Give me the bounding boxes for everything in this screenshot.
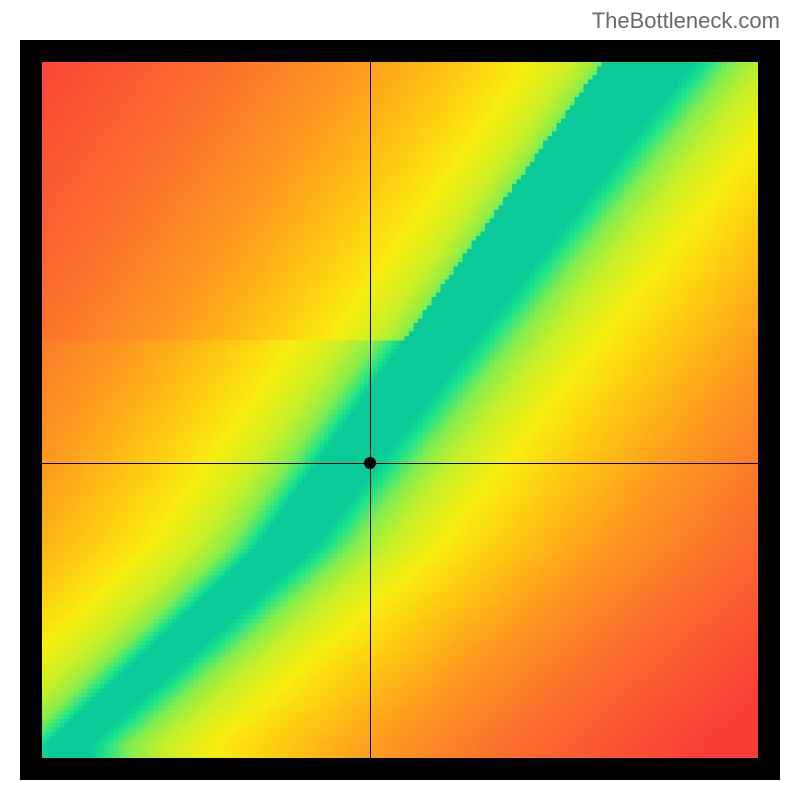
heatmap-canvas (42, 62, 758, 758)
chart-frame (20, 40, 780, 780)
chart-container: TheBottleneck.com (0, 0, 800, 800)
crosshair-marker (364, 457, 376, 469)
crosshair-horizontal (42, 463, 758, 464)
watermark-text: TheBottleneck.com (592, 8, 780, 34)
plot-area (42, 62, 758, 758)
crosshair-vertical (370, 62, 371, 758)
